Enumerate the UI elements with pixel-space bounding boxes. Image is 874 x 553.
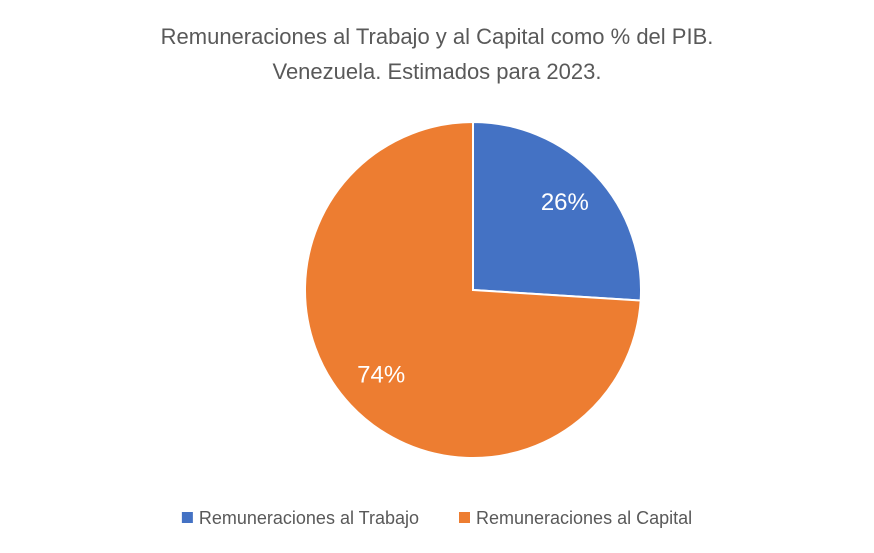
pie-slice (304, 120, 642, 459)
pie-slice (472, 120, 643, 302)
data-label: 74% (357, 362, 405, 389)
legend-label: Remuneraciones al Capital (476, 508, 692, 528)
data-label: 26% (541, 189, 589, 216)
legend-swatch (181, 512, 193, 523)
chart-subtitle: Venezuela. Estimados para 2023. (272, 59, 601, 84)
chart-title: Remuneraciones al Trabajo y al Capital c… (161, 24, 714, 49)
legend-label: Remuneraciones al Trabajo (199, 508, 419, 528)
legend-swatch (459, 512, 470, 523)
